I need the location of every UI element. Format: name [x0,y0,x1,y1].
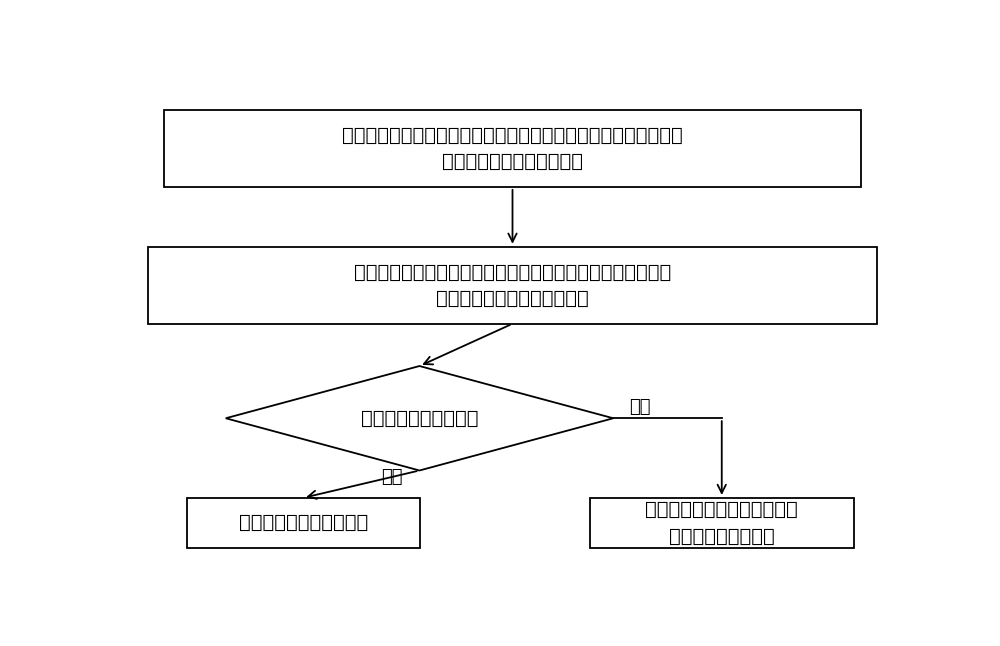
Text: 向相关服务器发送该装置启动
异常警告并发出报警: 向相关服务器发送该装置启动 异常警告并发出报警 [645,500,798,545]
Text: 异常: 异常 [629,399,650,416]
FancyBboxPatch shape [590,498,854,548]
FancyBboxPatch shape [148,247,877,324]
Text: 装置正常启动，不作处理: 装置正常启动，不作处理 [239,513,368,532]
Text: 正常: 正常 [382,468,403,486]
Text: 检验装置启动是否异常: 检验装置启动是否异常 [361,409,478,428]
FancyBboxPatch shape [187,498,420,548]
Text: 可信计数装置向监控系统发送经身份信息加密的装置版本、执行程
序以及装置物理信息等内容: 可信计数装置向监控系统发送经身份信息加密的装置版本、执行程 序以及装置物理信息等… [342,126,683,171]
Polygon shape [226,366,613,470]
Text: 监控系统根据可信计数装置的身份下版本信息向注册与授权服
务器请求其它用于验证的数据: 监控系统根据可信计数装置的身份下版本信息向注册与授权服 务器请求其它用于验证的数… [354,262,671,308]
FancyBboxPatch shape [164,110,861,187]
